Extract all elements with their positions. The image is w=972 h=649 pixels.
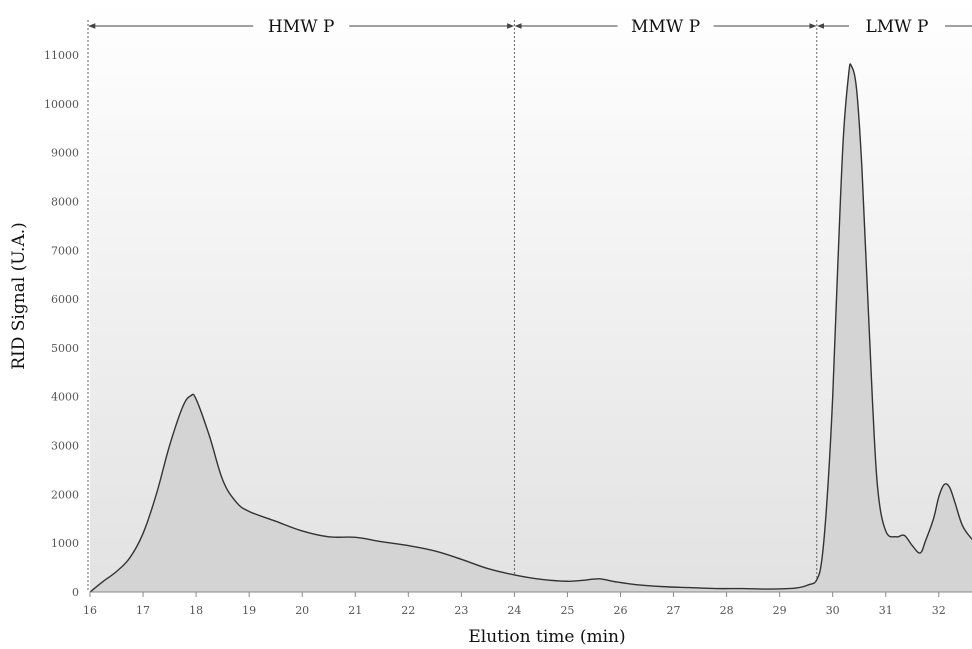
x-tick-label: 31 — [879, 604, 893, 617]
x-tick-label: 29 — [773, 604, 787, 617]
y-tick-label: 11000 — [44, 49, 79, 62]
x-tick-label: 30 — [826, 604, 840, 617]
y-tick-label: 0 — [72, 586, 79, 599]
y-tick-label: 7000 — [51, 244, 79, 257]
x-tick-label: 17 — [136, 604, 150, 617]
plot-background — [90, 0, 972, 592]
y-axis-title: RID Signal (U.A.) — [9, 222, 29, 370]
region-label: LMW P — [865, 17, 928, 37]
x-tick-label: 26 — [614, 604, 628, 617]
y-tick-label: 9000 — [51, 147, 79, 160]
x-tick-label: 19 — [242, 604, 256, 617]
x-tick-label: 27 — [667, 604, 681, 617]
y-tick-label: 4000 — [51, 391, 79, 404]
region-label: MMW P — [631, 17, 700, 37]
y-tick-label: 3000 — [51, 440, 79, 453]
region-label: HMW P — [268, 17, 335, 37]
y-tick-label: 2000 — [51, 488, 79, 501]
y-tick-label: 8000 — [51, 195, 79, 208]
y-tick-label: 6000 — [51, 293, 79, 306]
x-tick-label: 28 — [720, 604, 734, 617]
x-tick-label: 24 — [507, 604, 521, 617]
x-tick-label: 20 — [295, 604, 309, 617]
y-tick-label: 1000 — [51, 537, 79, 550]
data-series — [89, 63, 972, 593]
x-tick-label: 21 — [348, 604, 362, 617]
series-line — [89, 63, 972, 593]
region-annotations: HMW P MMW P LMW P — [87, 17, 972, 592]
x-tick-label: 22 — [401, 604, 415, 617]
y-tick-label: 10000 — [44, 98, 79, 111]
x-tick-label: 32 — [932, 604, 946, 617]
x-tick-label: 23 — [454, 604, 468, 617]
y-tick-label: 5000 — [51, 342, 79, 355]
series-area-fill — [90, 63, 972, 592]
x-tick-label: 25 — [560, 604, 574, 617]
x-tick-label: 16 — [83, 604, 97, 617]
axes: 16 17 18 19 20 21 22 23 24 25 26 27 28 29 30 31 32 0 1000 2… — [44, 49, 972, 617]
x-tick-label: 18 — [189, 604, 203, 617]
x-axis-title: Elution time (min) — [468, 627, 625, 647]
